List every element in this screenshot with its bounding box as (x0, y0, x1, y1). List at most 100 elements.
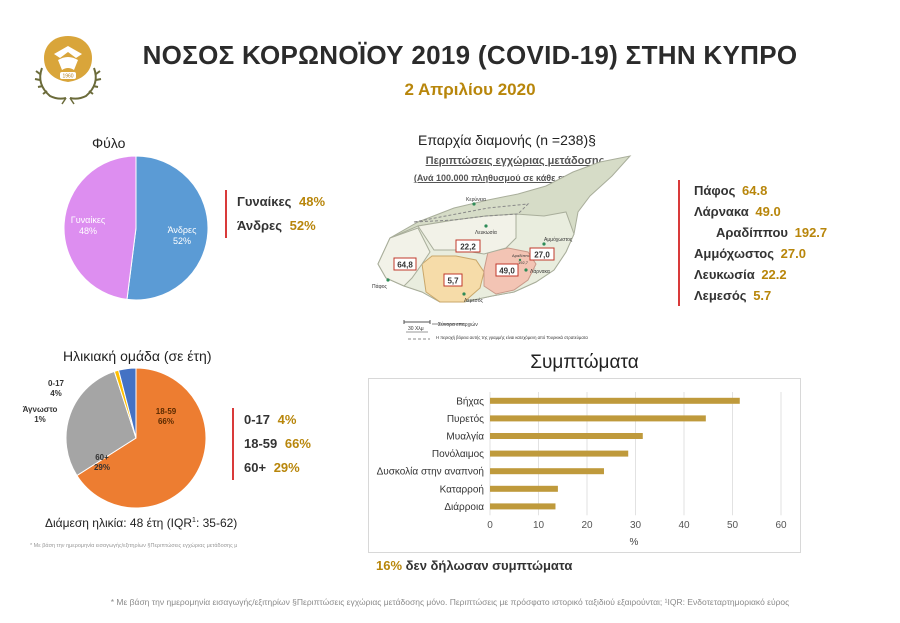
map-value-pafos: 64,8 (397, 261, 413, 270)
map-scale: 30 Χλμ (408, 326, 424, 332)
pie-slice-Γυναίκες (63, 155, 137, 300)
pie-percent-label: 4% (50, 389, 62, 398)
cyprus-map: Κερύνεια Λευκωσία Αμμόχωστος Λάρνακα Πάφ… (372, 155, 632, 340)
district-subtitle-1: Περιπτώσεις εγχώριας μετάδοσης (425, 155, 605, 167)
median-age-suffix: : 35-62) (195, 516, 238, 530)
district-value: 5.7 (753, 288, 772, 303)
pie-slice-0-17 (117, 367, 137, 439)
legend-value: 52% (289, 218, 316, 233)
map-label-lemesos: Λεμεσός (464, 297, 484, 304)
pie-label: Γυναίκες (71, 215, 106, 225)
district-value: 49.0 (755, 204, 781, 219)
median-age-sup: 1 (192, 517, 196, 524)
map-label-ammochostos: Αμμόχωστος (544, 236, 573, 243)
legend-label: 18-59 (244, 436, 278, 451)
district-label: Λευκωσία (694, 267, 755, 282)
legend-value: 48% (299, 194, 326, 209)
district-value: 22.2 (761, 267, 787, 282)
gender-legend-row: Άνδρες 52% (237, 214, 325, 238)
pie-percent-label: 29% (94, 463, 110, 472)
x-axis-label: % (630, 537, 639, 548)
age-title: Ηλικιακή ομάδα (σε έτη) (63, 348, 212, 364)
x-tick-label: 40 (678, 520, 690, 531)
no-symptoms-note: 16% δεν δήλωσαν συμπτώματα (376, 558, 572, 573)
symptoms-chart-frame (368, 378, 801, 553)
gender-title: Φύλο (92, 135, 126, 151)
symptoms-title: Συμπτώματα (530, 352, 639, 373)
map-label-lefkosia: Λευκωσία (475, 230, 497, 236)
bar-Βήχας (490, 397, 740, 404)
category-label: Διάρροια (444, 501, 484, 513)
no-symptoms-text: δεν δήλωσαν συμπτώματα (405, 558, 573, 573)
report-date: 2 Απριλίου 2020 (404, 80, 536, 99)
district-row: Λευκωσία 22.2 (694, 264, 848, 285)
map-label-aradippou-value: 192,7 (518, 260, 529, 265)
bar-Δυσκολία στην αναπνοή (490, 468, 604, 475)
page-title: ΝΟΣΟΣ ΚΟΡΩΝΟΪΟΥ 2019 (COVID-19) ΣΤΗΝ ΚΥΠ… (142, 40, 798, 70)
no-symptoms-value: 16% (376, 558, 403, 573)
pie-label: Άνδρες (168, 225, 197, 235)
district-value: 192.7 (794, 225, 828, 240)
category-label: Πονόλαιμος (432, 448, 484, 460)
gender-legend-row: Γυναίκες 48% (237, 190, 325, 214)
legend-value: 29% (273, 460, 300, 475)
x-tick-label: 30 (630, 520, 642, 531)
district-label: Λάρνακα (694, 204, 749, 219)
map-value-ammochostos: 27,0 (534, 251, 550, 260)
footer-note: * Με βάση την ημερομηνία εισαγωγής/εξιτη… (110, 597, 790, 607)
district-subtitle-2: (Ανά 100.000 πληθυσμού σε κάθε επαρχία) (413, 173, 597, 183)
district-row: Αμμόχωστος 27.0 (694, 243, 848, 264)
pie-label: Άγνωστο (23, 405, 58, 414)
bar-Πονόλαιμος (490, 450, 629, 457)
district-row: Λεμεσός 5.7 (694, 285, 848, 306)
district-row: Πάφος 64.8 (694, 180, 848, 201)
district-row: Αραδίππου 192.7 (694, 222, 848, 243)
pie-label: 60+ (95, 453, 109, 462)
pie-percent-label: 52% (173, 236, 191, 246)
category-label: Μυαλγία (446, 431, 484, 443)
cyprus-emblem-icon: 1960 (34, 36, 102, 105)
legend-value: 4% (277, 412, 297, 427)
bar-Μυαλγία (490, 433, 643, 439)
district-value: 27.0 (780, 246, 806, 261)
district-list: Πάφος 64.8 Λάρνακα 49.0 Αραδίππου 192.7 … (678, 180, 848, 306)
map-value-larnaka: 49,0 (499, 267, 515, 276)
legend-label: Γυναίκες (237, 194, 292, 209)
map-value-lefkosia: 22,2 (460, 243, 476, 252)
map-label-keryneia: Κερύνεια (466, 196, 486, 203)
green-line (413, 203, 530, 223)
median-age: Διάμεση ηλικία: 48 έτη (IQR1: 35-62) (45, 516, 237, 530)
x-tick-label: 10 (533, 520, 545, 531)
district-label: Αμμόχωστος (694, 246, 774, 261)
district-label: Λεμεσός (694, 288, 747, 303)
district-label: Πάφος (694, 183, 736, 198)
pie-label: 0-17 (48, 379, 65, 388)
pie-slice-18-59 (76, 367, 207, 509)
legend-label: Άνδρες (237, 218, 282, 233)
x-tick-label: 50 (727, 520, 739, 531)
pie-label: 18-59 (156, 407, 177, 416)
emblem-year: 1960 (62, 74, 73, 80)
age-legend-row: 0-17 4% (244, 408, 311, 432)
age-legend: 0-17 4% 18-59 66% 60+ 29% (232, 408, 311, 480)
category-label: Δυσκολία στην αναπνοή (377, 466, 484, 478)
x-tick-label: 60 (775, 520, 787, 531)
map-value-lemesos: 5,7 (447, 277, 459, 286)
category-label: Πυρετός (447, 413, 484, 425)
age-legend-row: 18-59 66% (244, 432, 311, 456)
district-title: Επαρχία διαμονής (n =238)§ (418, 132, 596, 148)
x-tick-label: 20 (581, 520, 593, 531)
bar-Διάρροια (490, 503, 556, 510)
map-legend-occupied: Η περιοχή βόρεια αυτής της γραμμής είναι… (436, 335, 588, 340)
map-label-aradippou: Αραδίππου (512, 253, 532, 258)
bar-Πυρετός (490, 415, 706, 422)
pie-percent-label: 48% (79, 226, 97, 236)
district-value: 64.8 (742, 183, 768, 198)
legend-label: 60+ (244, 460, 267, 475)
pie-slice-60+ (65, 370, 137, 477)
pie-percent-label: 1% (34, 415, 46, 424)
district-row: Λάρνακα 49.0 (694, 201, 848, 222)
gender-legend: Γυναίκες 48% Άνδρες 52% (225, 190, 325, 238)
